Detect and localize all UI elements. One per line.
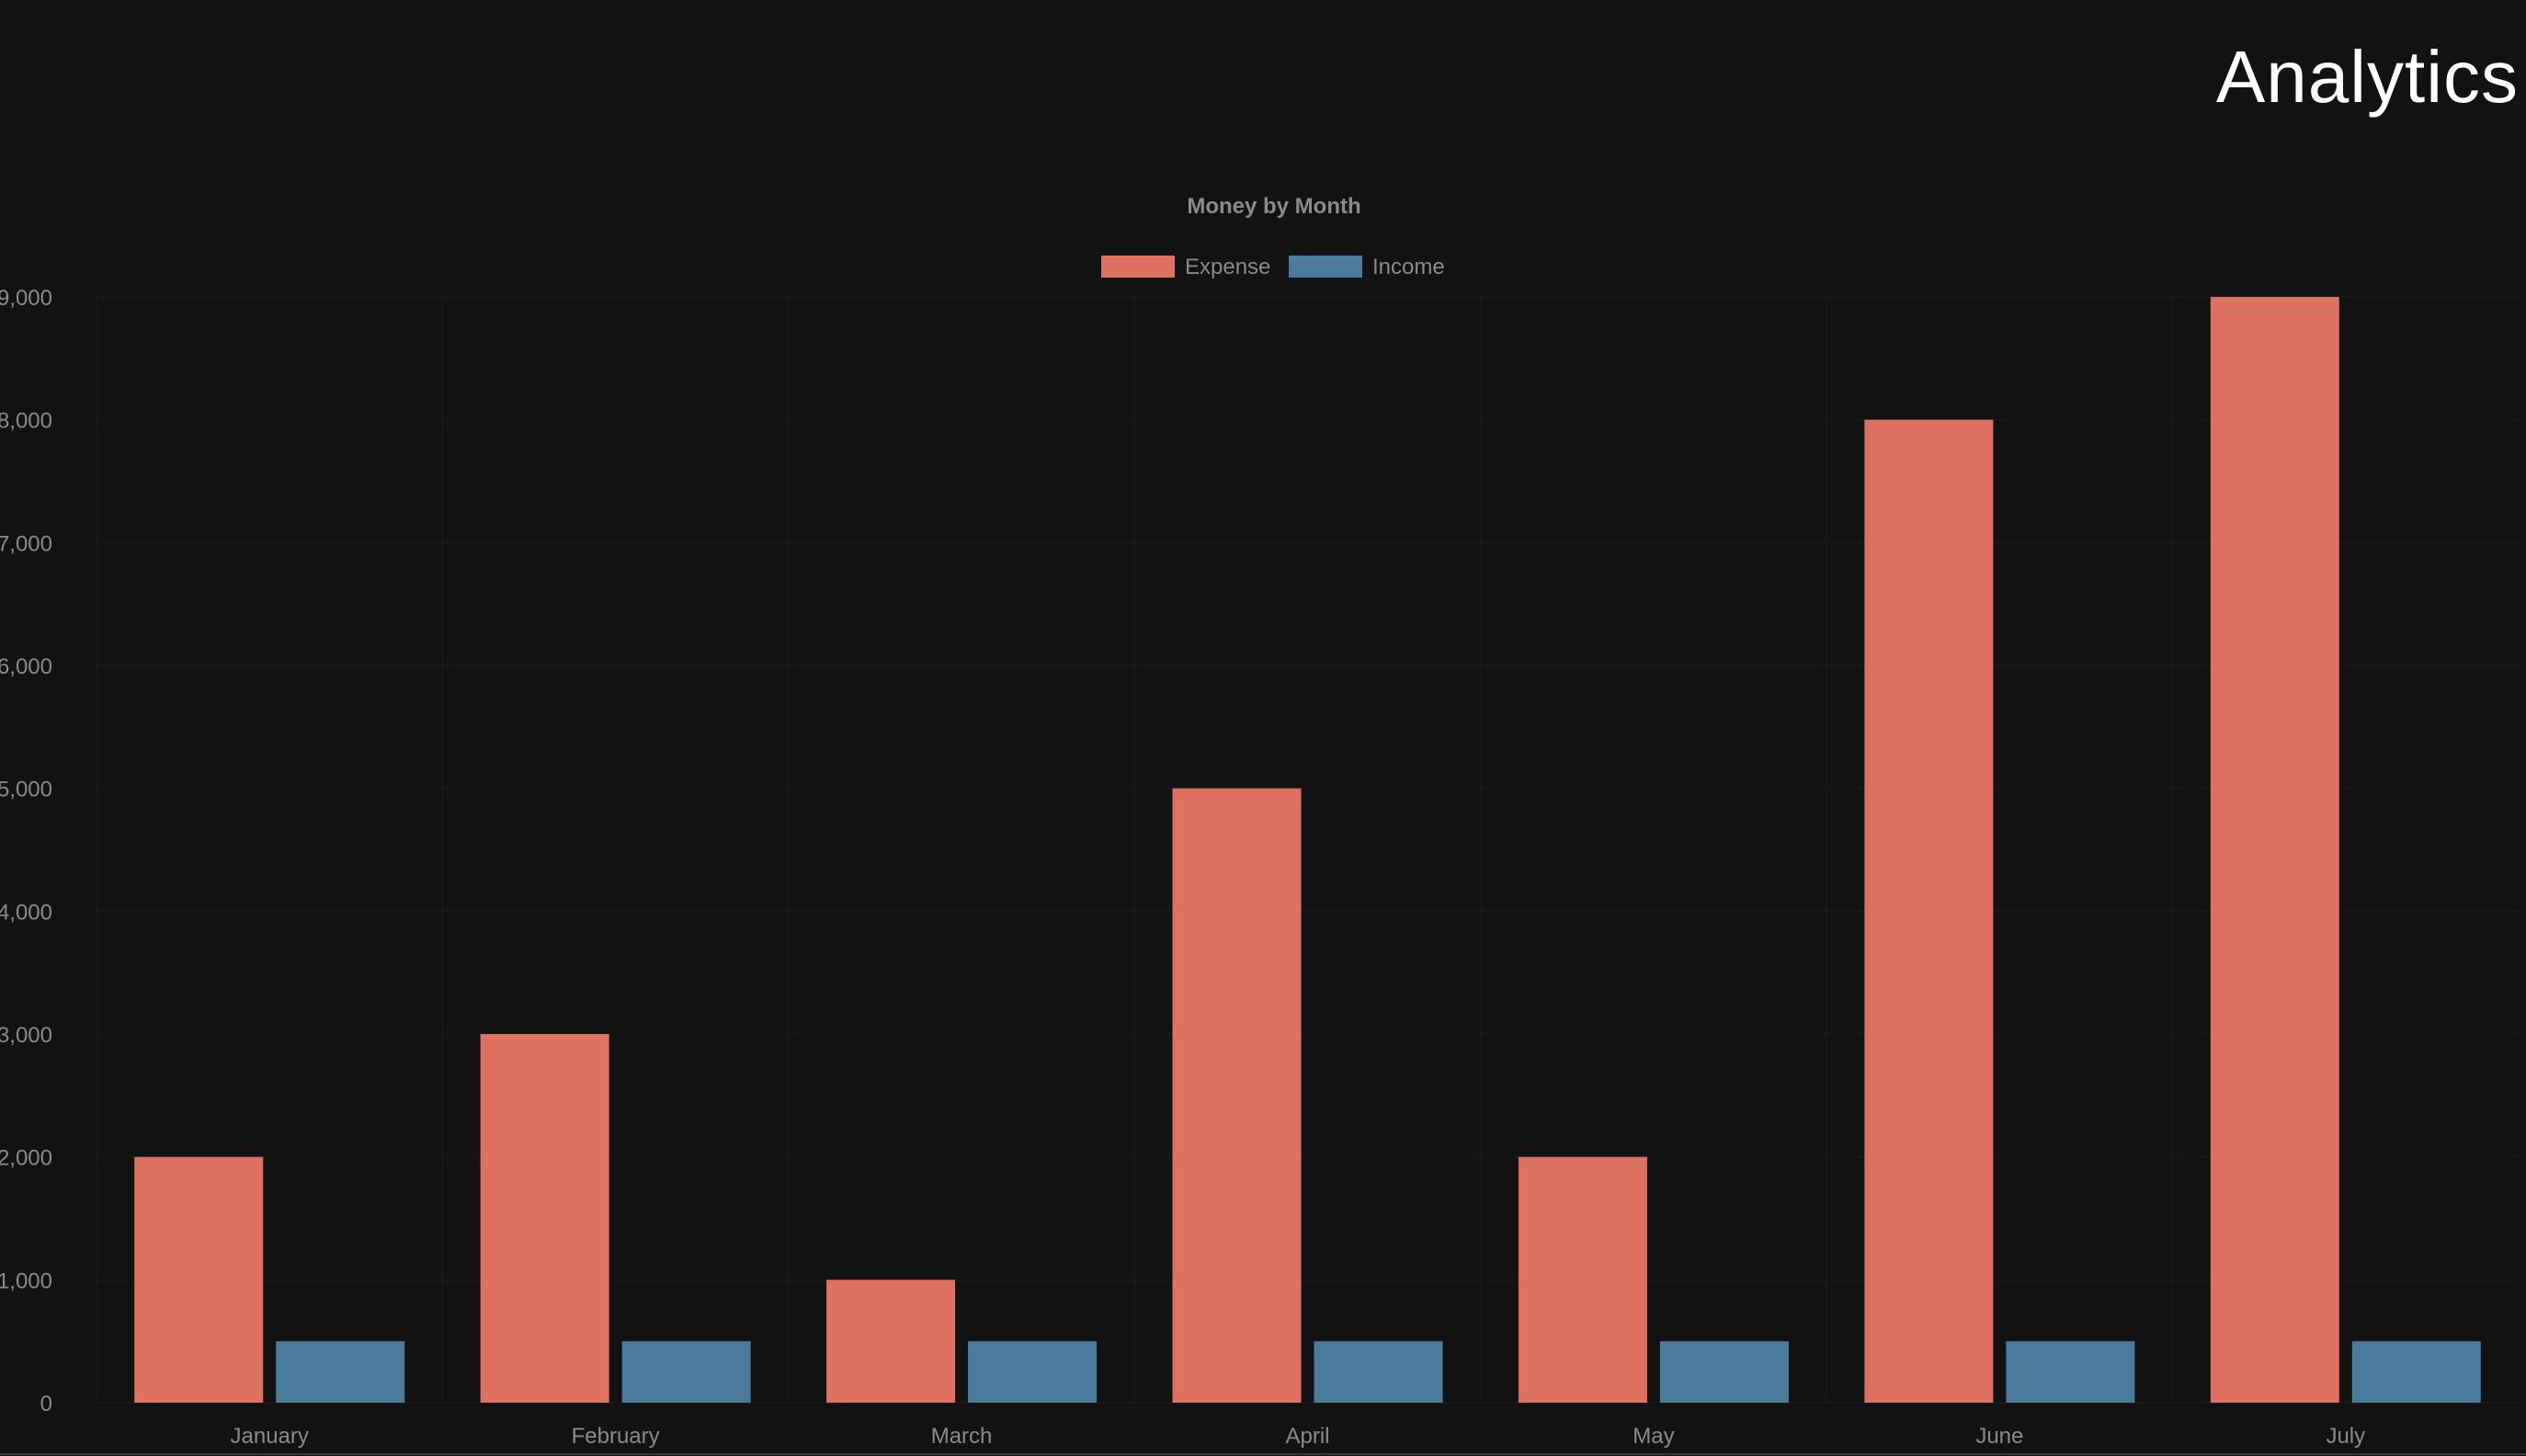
legend-swatch-expense[interactable]	[1101, 256, 1175, 278]
chart-legend: Expense Income	[1101, 255, 1445, 279]
y-tick-label: 7,000	[0, 531, 52, 556]
y-axis: 0 1,000 2,000 3,000 4,000 5,000 6,000 7,000 8,00…	[0, 286, 52, 1416]
bar-expense-january[interactable]	[134, 1156, 264, 1403]
bar-income-june[interactable]	[2006, 1341, 2135, 1403]
legend-label-income[interactable]: Income	[1372, 255, 1445, 279]
bar-income-january[interactable]	[276, 1341, 405, 1403]
x-tick-label: May	[1633, 1424, 1674, 1449]
legend-label-expense[interactable]: Expense	[1185, 255, 1270, 279]
y-tick-label: 0	[40, 1392, 52, 1416]
x-tick-label: June	[1975, 1424, 2023, 1449]
x-tick-label: April	[1285, 1424, 1329, 1449]
bar-expense-june[interactable]	[1864, 419, 1994, 1404]
bar-expense-march[interactable]	[826, 1280, 956, 1403]
legend-swatch-income[interactable]	[1289, 256, 1362, 278]
chart-bars	[134, 297, 2481, 1404]
x-tick-label: July	[2326, 1424, 2365, 1449]
y-tick-label: 1,000	[0, 1268, 52, 1293]
y-tick-label: 4,000	[0, 900, 52, 925]
chart-grid	[96, 296, 2519, 1404]
bar-income-february[interactable]	[621, 1341, 751, 1403]
bar-income-april[interactable]	[1314, 1341, 1443, 1403]
bar-income-july[interactable]	[2351, 1341, 2481, 1403]
bar-expense-july[interactable]	[2210, 297, 2339, 1403]
bar-expense-april[interactable]	[1172, 788, 1302, 1403]
y-tick-label: 9,000	[0, 286, 52, 311]
x-tick-label: February	[572, 1424, 660, 1449]
y-tick-label: 8,000	[0, 409, 52, 434]
y-tick-label: 5,000	[0, 778, 52, 802]
chart-title: Money by Month	[1187, 194, 1360, 219]
bar-expense-february[interactable]	[480, 1034, 609, 1403]
bar-expense-may[interactable]	[1518, 1156, 1647, 1403]
page-title: Analytics	[2215, 36, 2519, 118]
y-tick-label: 2,000	[0, 1146, 52, 1171]
y-tick-label: 6,000	[0, 654, 52, 679]
x-tick-label: January	[231, 1424, 309, 1449]
x-tick-label: March	[931, 1424, 993, 1449]
bar-income-march[interactable]	[968, 1341, 1098, 1403]
y-tick-label: 3,000	[0, 1023, 52, 1048]
x-axis: January February March April May June July	[231, 1424, 2366, 1449]
bar-income-may[interactable]	[1659, 1341, 1789, 1403]
